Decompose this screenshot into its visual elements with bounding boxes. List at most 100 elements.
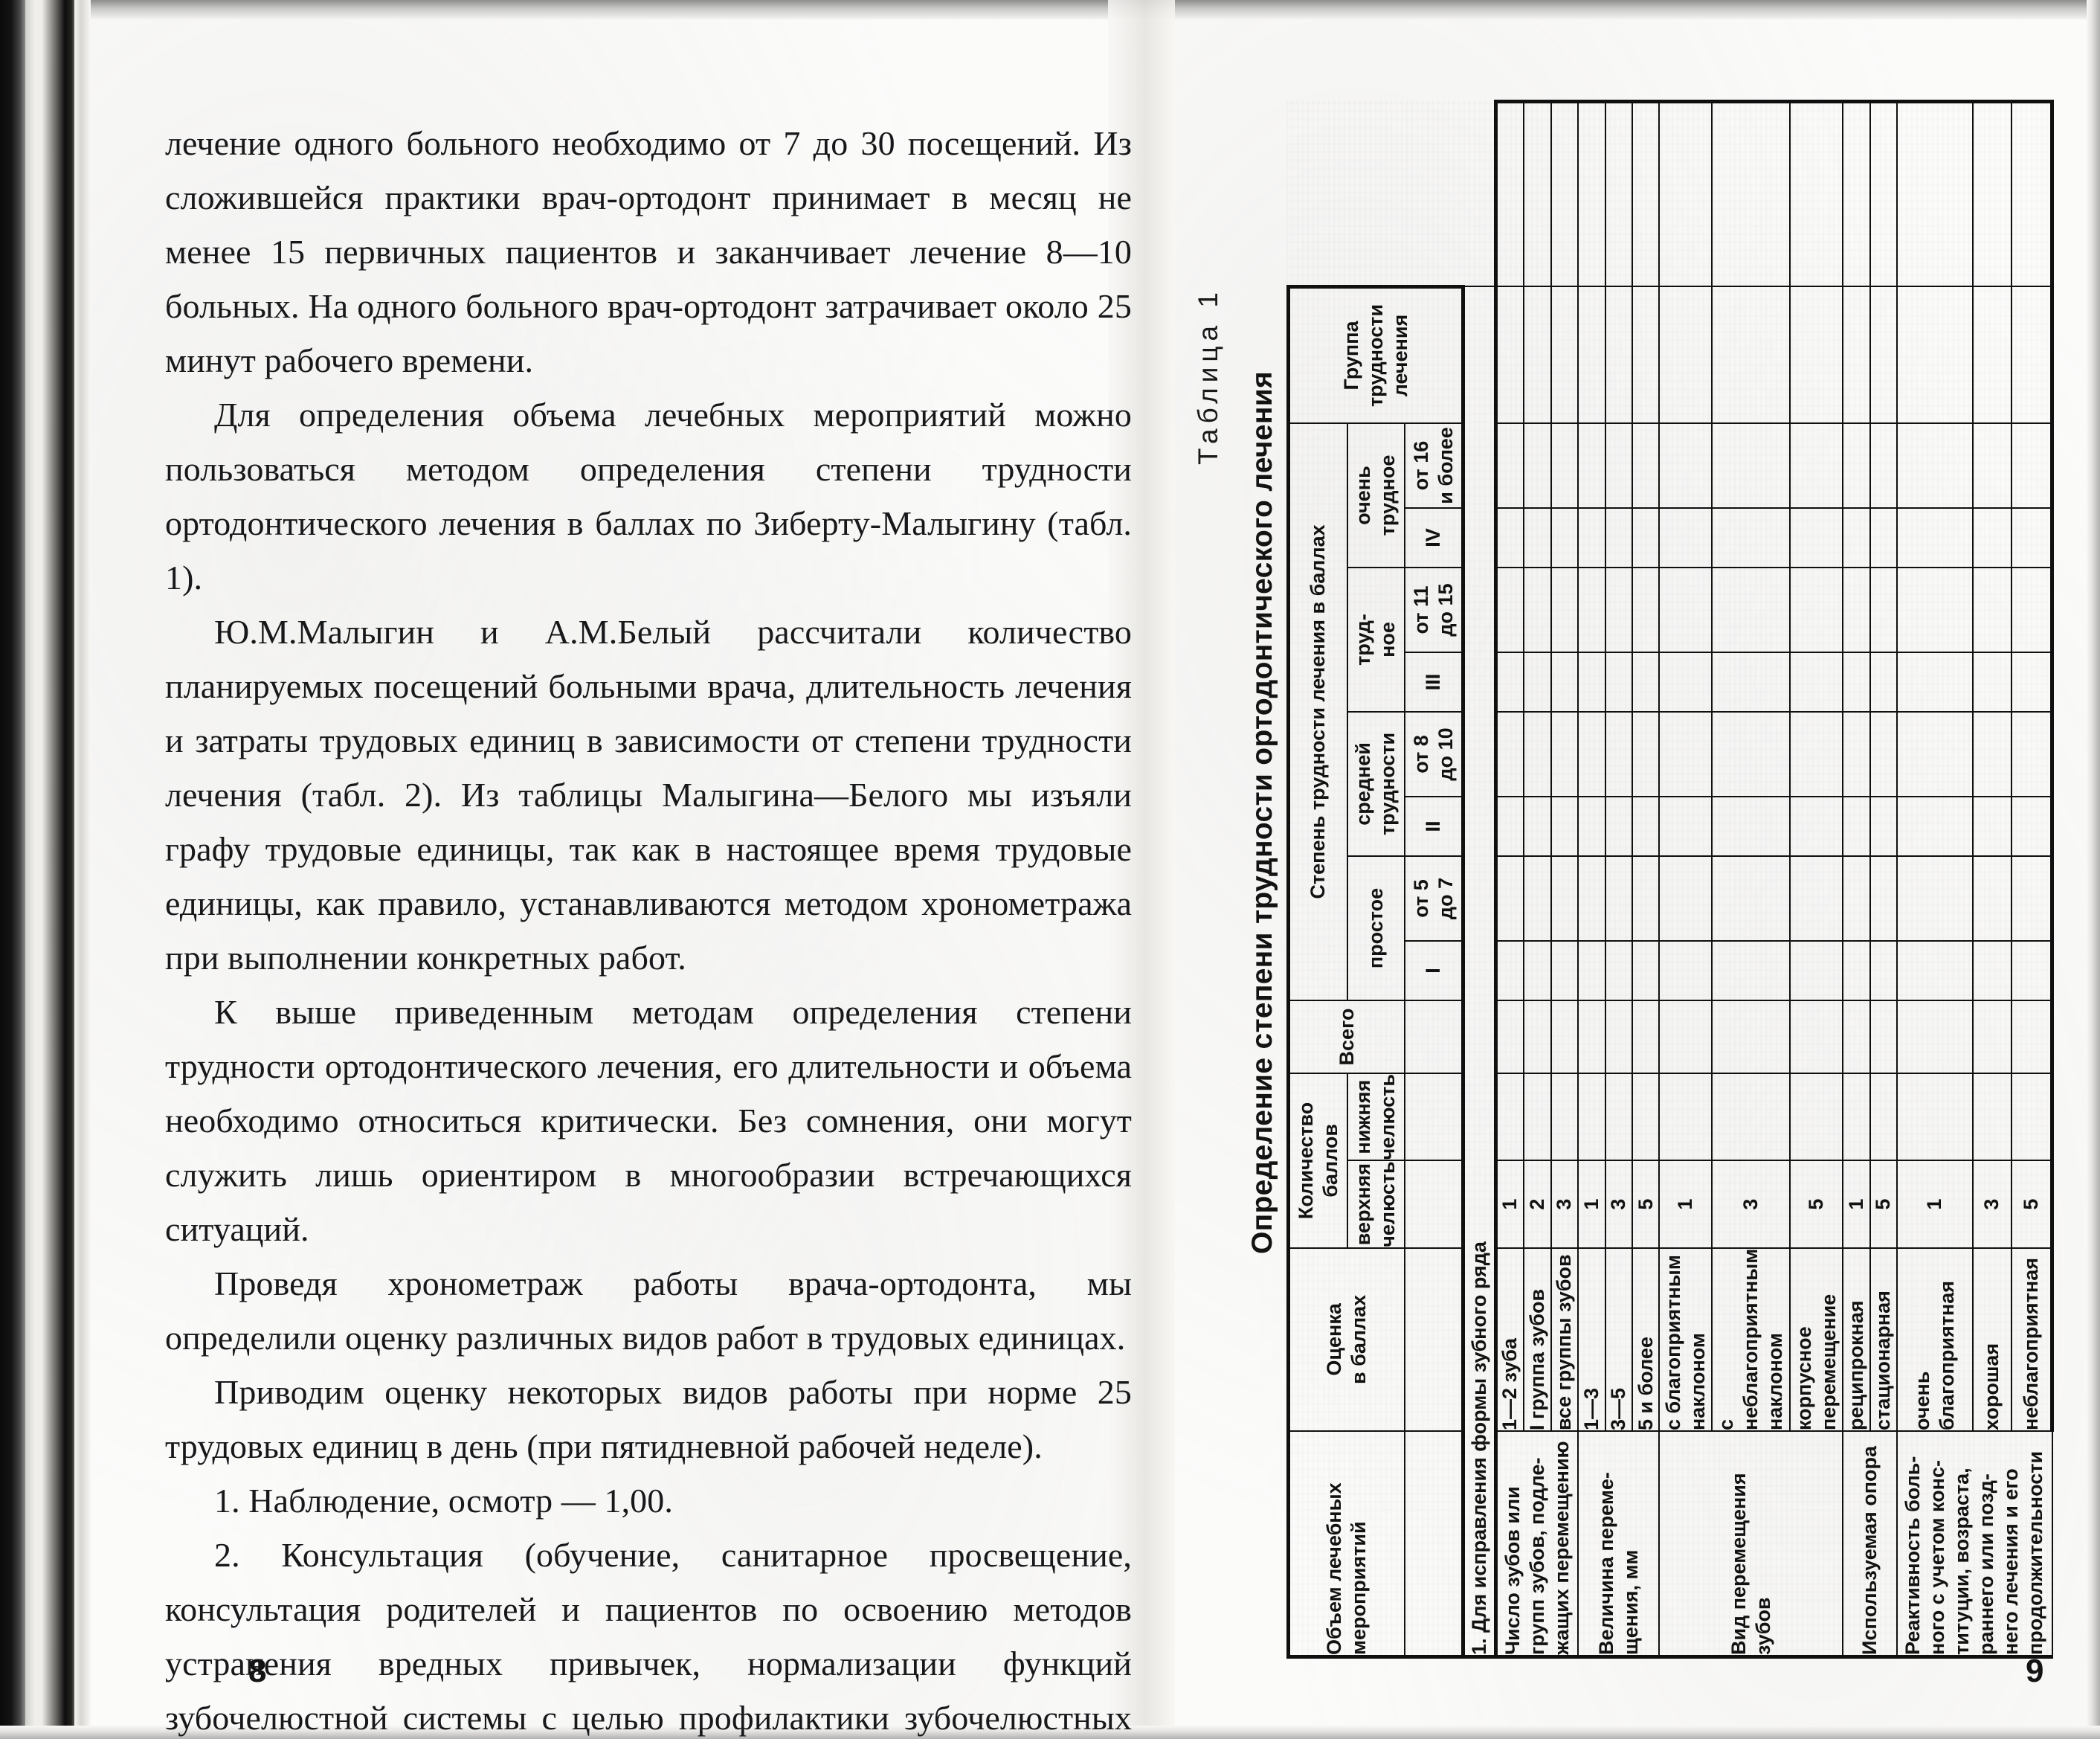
empty-data-cell: [1578, 1000, 1605, 1073]
empty-data-cell: [1632, 652, 1660, 712]
criterion-label: Реактивность боль- ного с учетом конс- т…: [1897, 1431, 2052, 1657]
empty-data-cell: [1524, 711, 1551, 797]
empty-data-cell: [1578, 286, 1605, 423]
empty-data-cell: [1869, 101, 1898, 287]
empty-data-cell: [1897, 1000, 1973, 1073]
empty-data-cell: [1897, 796, 1973, 856]
empty-data-cell: [1843, 1073, 1870, 1161]
empty-data-cell: [1578, 711, 1605, 797]
empty-data-cell: [1790, 286, 1843, 423]
empty-data-cell: [1550, 1000, 1579, 1073]
empty-data-cell: [1897, 286, 1973, 423]
book-binding-highlight: [74, 0, 91, 1739]
empty-data-cell: [1495, 286, 1524, 423]
empty-data-cell: [1897, 940, 1973, 1000]
empty-data-cell: [1869, 711, 1898, 797]
empty-data-cell: [1550, 855, 1579, 941]
empty-data-cell: [1869, 286, 1898, 423]
header-points-lower: нижняя челюсть: [1347, 1073, 1405, 1161]
empty-data-cell: [2011, 652, 2052, 712]
empty-data-cell: [1550, 652, 1579, 712]
empty-data-cell: [2011, 1000, 2052, 1073]
criterion-score: 3: [1972, 1160, 2012, 1248]
empty-data-cell: [1550, 567, 1579, 652]
criterion-option: корпусное перемещение: [1790, 1247, 1843, 1431]
criterion-option: с благоприятным наклоном: [1659, 1247, 1713, 1431]
empty-data-cell: [1790, 422, 1843, 508]
range-veryhard: от 16 и более: [1404, 422, 1463, 508]
empty-data-cell: [1712, 286, 1791, 423]
empty-data-cell: [1869, 422, 1898, 508]
empty-data-cell: [1869, 940, 1898, 1000]
empty-data-cell: [1790, 1000, 1843, 1073]
empty-data-cell: [1578, 796, 1605, 856]
empty-data-cell: [1524, 1000, 1551, 1073]
criterion-option: стационарная: [1869, 1247, 1898, 1431]
criterion-option: реципрокная: [1843, 1247, 1870, 1431]
empty-data-cell: [1712, 567, 1791, 652]
table-row: Используемая опора реципрокная 1: [1843, 101, 1898, 1657]
empty-data-cell: [1790, 567, 1843, 652]
right-page: Таблица 1 Определение степени трудности …: [1175, 19, 2087, 1726]
empty-data-cell: [1869, 507, 1898, 568]
empty-data-cell: [1605, 422, 1632, 508]
empty-data-cell: [1843, 940, 1870, 1000]
empty-data-cell: [1712, 652, 1791, 712]
empty-data-cell: [1495, 652, 1524, 712]
table-row: Вид перемещения зубов с благоприятным нак…: [1659, 101, 1843, 1657]
empty-data-cell: [1550, 101, 1579, 287]
paragraph: К выше приведенным методам определения с…: [165, 993, 1132, 1248]
empty-data-cell: [1632, 1073, 1660, 1161]
roman-simple: I: [1404, 940, 1463, 1000]
empty-data-cell: [1632, 286, 1660, 423]
empty-data-cell: [1712, 1000, 1791, 1073]
criterion-option: хорошая: [1972, 1247, 2012, 1431]
empty-data-cell: [1972, 507, 2012, 568]
header-difficulty-simple: простое: [1347, 855, 1405, 1000]
empty-data-cell: [1495, 422, 1524, 508]
criterion-score: 1: [1578, 1160, 1605, 1248]
table-row: все группы зубов 3: [1550, 101, 1579, 1657]
empty-data-cell: [1897, 855, 1973, 941]
criterion-score: 1: [1659, 1160, 1713, 1248]
empty-data-cell: [1632, 567, 1660, 652]
empty-data-cell: [1659, 101, 1713, 287]
empty-data-cell: [1605, 711, 1632, 797]
empty-data-cell: [1712, 1073, 1791, 1161]
scan-left-shadow: [0, 0, 25, 1739]
empty-data-cell: [1659, 940, 1713, 1000]
header-difficulty-group-class: Группа трудности лечения: [1288, 286, 1463, 423]
list-item: 1. Наблюдение, осмотр — 1,00.: [214, 1482, 673, 1520]
empty-data-cell: [1843, 567, 1870, 652]
empty-data-cell: [1659, 1000, 1713, 1073]
spacer-score: [1404, 1247, 1463, 1431]
empty-data-cell: [1605, 940, 1632, 1000]
empty-data-cell: [1524, 652, 1551, 712]
empty-data-cell: [1869, 567, 1898, 652]
empty-data-cell: [1524, 855, 1551, 941]
empty-data-cell: [1632, 101, 1660, 287]
empty-data-cell: [1578, 652, 1605, 712]
empty-data-cell: [1578, 567, 1605, 652]
empty-data-cell: [1550, 422, 1579, 508]
table-row: стационарная 5: [1869, 101, 1898, 1657]
empty-data-cell: [2011, 101, 2052, 287]
criterion-option: все группы зубов: [1550, 1247, 1579, 1431]
empty-data-cell: [1495, 507, 1524, 568]
empty-data-cell: [1578, 1073, 1605, 1161]
page-number-right: 9: [2026, 1653, 2044, 1689]
empty-data-cell: [2011, 1073, 2052, 1161]
paragraph: лечение одного больного необходимо от 7 …: [165, 124, 1132, 379]
empty-data-cell: [1843, 711, 1870, 797]
criterion-score: 1: [1897, 1160, 1973, 1248]
empty-data-cell: [1632, 796, 1660, 856]
spacer-total: [1404, 1000, 1463, 1073]
roman-hard: III: [1404, 652, 1463, 712]
table-row: 3—5 3: [1605, 101, 1632, 1657]
empty-data-cell: [1605, 855, 1632, 941]
empty-data-cell: [1972, 101, 2012, 287]
scan-right-edge: [2087, 0, 2100, 1739]
table-title: Определение степени трудности ортодонтич…: [1246, 370, 1278, 1254]
empty-data-cell: [1790, 101, 1843, 287]
page-gutter: [1108, 0, 1175, 1739]
